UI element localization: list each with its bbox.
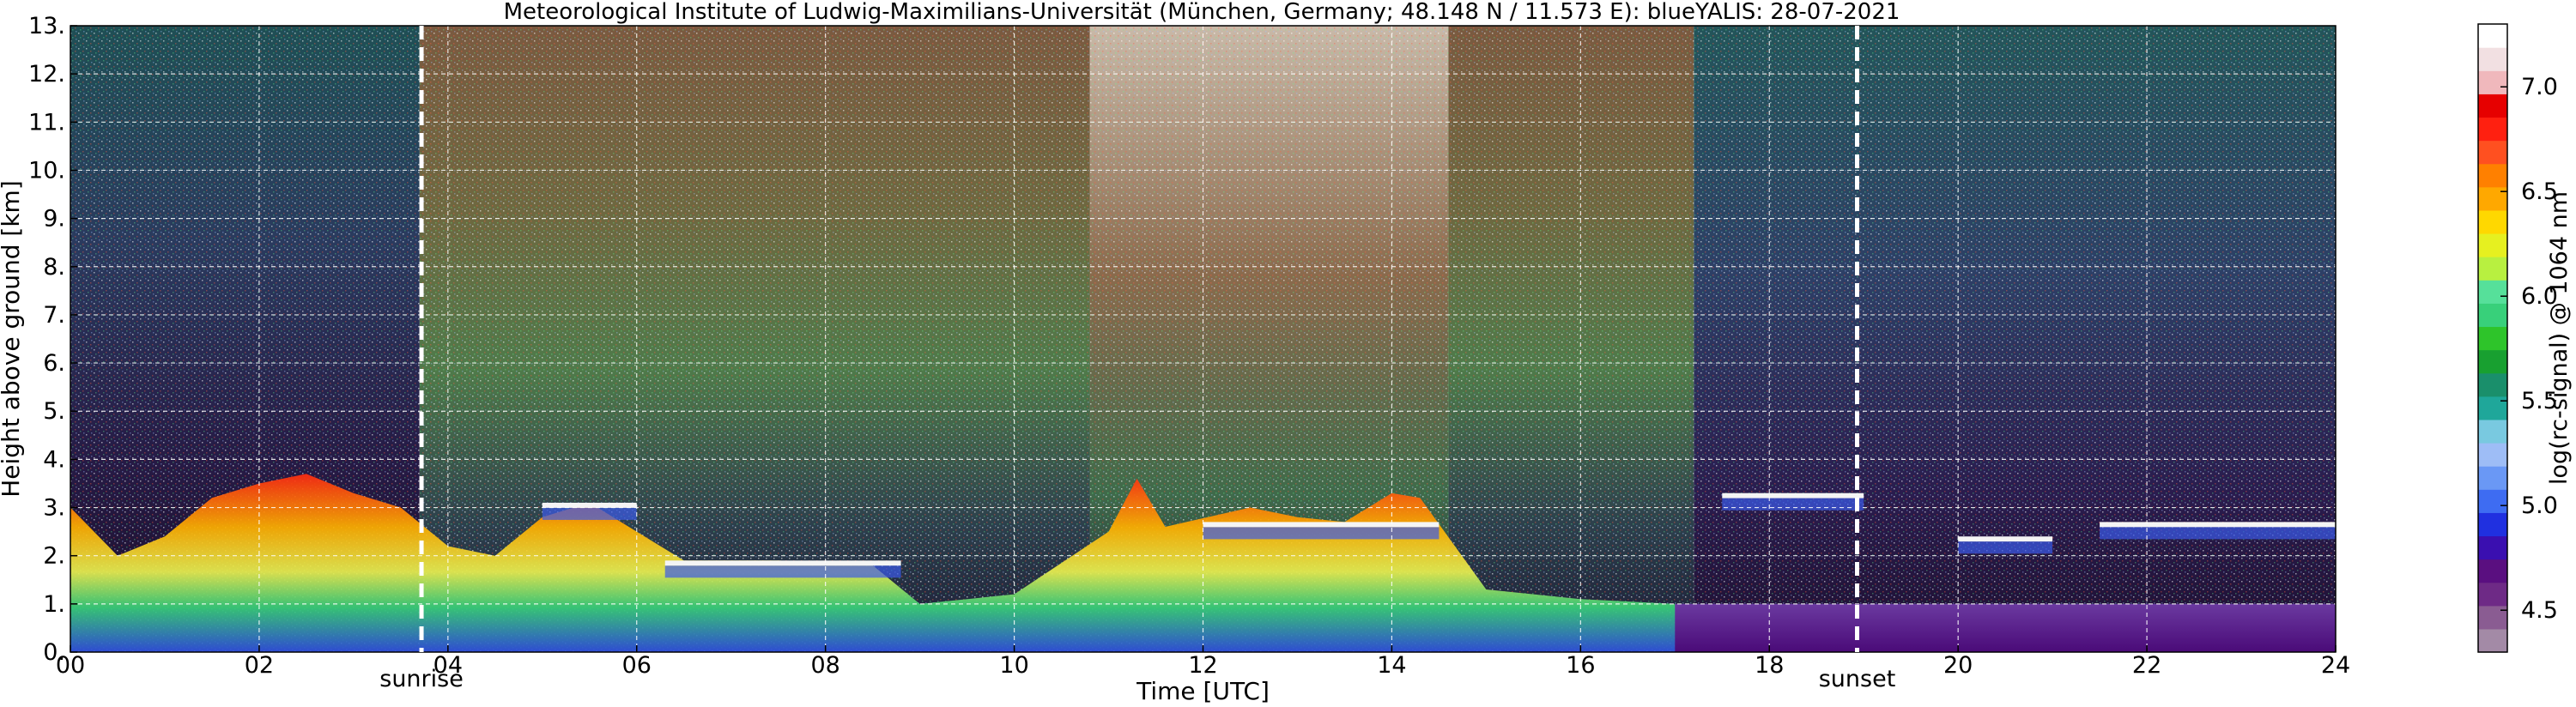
x-tick-label: 22 (2132, 652, 2161, 679)
aerosol-layer-top (664, 560, 901, 566)
colorbar-segment (2478, 326, 2507, 351)
colorbar-segment (2478, 512, 2507, 537)
y-axis-label: Height above ground [km] (0, 180, 25, 498)
colorbar-segment (2478, 257, 2507, 281)
y-tick-label: 11. (28, 109, 65, 136)
colorbar-segment (2478, 233, 2507, 257)
colorbar-segment (2478, 443, 2507, 467)
colorbar-frame (2477, 23, 2508, 653)
x-tick-label: 02 (245, 652, 274, 679)
y-tick-label: 9. (43, 206, 65, 233)
aerosol-layer-top (1722, 492, 1864, 499)
colorbar-label: log(rc-signal) @ 1064 nm (2546, 191, 2573, 485)
x-tick-label: 18 (1755, 652, 1784, 679)
colorbar-segment (2478, 47, 2507, 71)
colorbar-tick-label: 5.0 (2521, 492, 2558, 519)
colorbar: 4.5 5.0 5.5 6.0 6.5 7.0 log(rc-signal) @ 1064… (2477, 23, 2573, 653)
colorbar-segment (2478, 140, 2507, 165)
x-tick-label: 00 (56, 652, 85, 679)
event-markers: sunrise sunset (379, 26, 1895, 692)
aerosol-layer-body (1958, 541, 2053, 554)
x-tick-label: 14 (1377, 652, 1406, 679)
y-tick-label: 5. (43, 398, 65, 425)
aerosol-layer-body (542, 507, 637, 520)
event-label-sunrise: sunrise (379, 666, 464, 692)
x-tick-label: 06 (622, 652, 652, 679)
colorbar-scale (2478, 24, 2507, 653)
colorbar-segment (2478, 559, 2507, 583)
aerosol-layer-body (1722, 498, 1864, 511)
y-tick-label: 4. (43, 446, 65, 473)
colorbar-segment (2478, 349, 2507, 374)
y-tick-label: 10. (28, 157, 65, 184)
aerosol-layer-top (542, 502, 637, 508)
y-tick-label: 12. (28, 61, 65, 88)
colorbar-segment (2478, 396, 2507, 420)
colorbar-segment (2478, 628, 2507, 653)
colorbar-segment (2478, 70, 2507, 94)
colorbar-segment (2478, 303, 2507, 328)
colorbar-segment (2478, 605, 2507, 630)
chart-title: Meteorological Institute of Ludwig-Maxim… (504, 0, 1900, 25)
colorbar-segment (2478, 466, 2507, 490)
colorbar-segment (2478, 535, 2507, 560)
aerosol-layer-body (664, 565, 901, 578)
colorbar-segment (2478, 163, 2507, 188)
x-tick-label: 04 (433, 652, 463, 679)
x-tick-label: 24 (2321, 652, 2350, 679)
x-tick-label: 20 (1943, 652, 1973, 679)
elevated-aerosol-layers (542, 492, 2336, 578)
colorbar-segment (2478, 117, 2507, 142)
aerosol-layer-body (1203, 527, 1440, 540)
aerosol-layer-top (1203, 522, 1440, 528)
colorbar-segment (2478, 582, 2507, 607)
x-axis-ticks: 00 02 04 06 08 10 12 14 16 18 20 22 24 (56, 645, 2350, 679)
y-axis-ticks: 0. 1. 2. 3. 4. 5. 6. 7. 8. 9. 10. 11. 12. 13. (28, 13, 77, 666)
aerosol-layer-top (1958, 536, 2053, 542)
colorbar-tick-label: 6.5 (2521, 178, 2558, 205)
colorbar-segment (2478, 489, 2507, 513)
colorbar-segment (2478, 280, 2507, 304)
x-tick-label: 10 (999, 652, 1028, 679)
colorbar-segment (2478, 24, 2507, 48)
colorbar-segment (2478, 419, 2507, 444)
colorbar-segment (2478, 94, 2507, 118)
x-tick-label: 12 (1188, 652, 1217, 679)
colorbar-tick-label: 4.5 (2521, 597, 2558, 624)
colorbar-tick-label: 6.0 (2521, 283, 2558, 310)
colorbar-tick-label: 5.5 (2521, 388, 2558, 414)
colorbar-segment (2478, 209, 2507, 234)
y-tick-label: 0. (43, 639, 65, 666)
aerosol-layer-top (2100, 522, 2336, 528)
y-tick-label: 3. (43, 495, 65, 522)
y-tick-label: 8. (43, 254, 65, 281)
event-label-sunset: sunset (1819, 666, 1896, 692)
x-axis-label: Time [UTC] (1136, 677, 1270, 705)
colorbar-tick-label: 7.0 (2521, 74, 2558, 100)
y-tick-label: 7. (43, 302, 65, 329)
y-tick-label: 6. (43, 350, 65, 377)
colorbar-segment (2478, 186, 2507, 211)
colorbar-ticks: 4.5 5.0 5.5 6.0 6.5 7.0 (2500, 74, 2558, 624)
y-tick-label: 2. (43, 543, 65, 570)
x-tick-label: 16 (1566, 652, 1595, 679)
y-tick-label: 13. (28, 13, 65, 39)
night-boundary-layer (1675, 603, 2336, 652)
y-tick-label: 1. (43, 591, 65, 618)
colorbar-segment (2478, 372, 2507, 397)
grid-lines (70, 26, 2336, 652)
aerosol-layer-body (2100, 527, 2336, 540)
x-tick-label: 08 (810, 652, 839, 679)
